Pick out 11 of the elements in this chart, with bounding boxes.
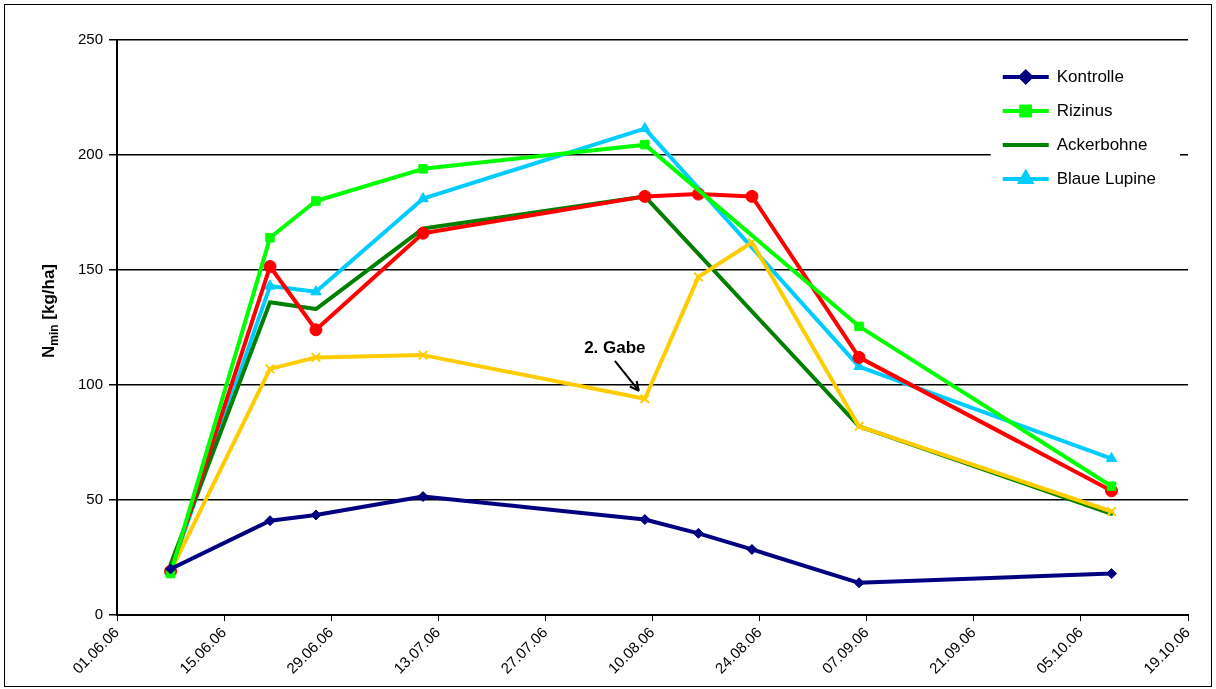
y-tick-label: 100 <box>78 375 104 393</box>
y-tick-label: 150 <box>78 260 104 278</box>
legend-label: Kontrolle <box>1056 66 1124 86</box>
y-tick-label: 0 <box>94 605 104 623</box>
legend-label: Rizinus <box>1056 100 1113 120</box>
y-tick-label: 50 <box>86 490 104 508</box>
legend-label: Ackerbohne <box>1056 134 1148 154</box>
legend-label: Blaue Lupine <box>1056 168 1157 188</box>
annotation: 2. Gabe <box>584 337 646 357</box>
y-tick-label: 250 <box>78 30 104 48</box>
y-tick-label: 200 <box>78 145 104 163</box>
